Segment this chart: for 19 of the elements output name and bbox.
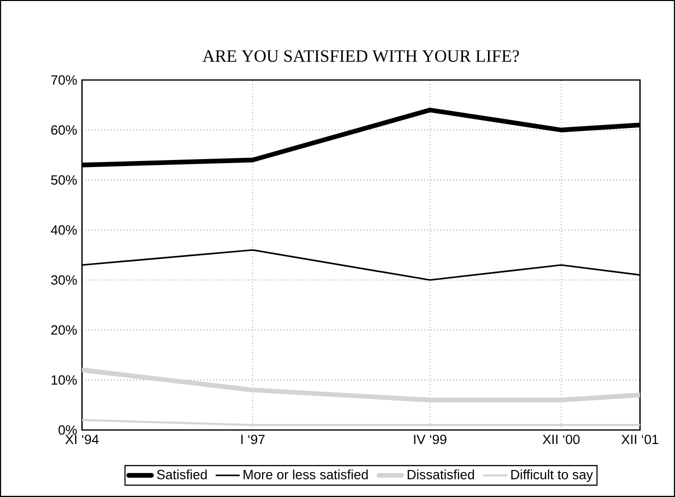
y-tick-label: 40% [50, 225, 77, 235]
legend-label: Difficult to say [511, 470, 593, 482]
y-tick-label: 70% [51, 75, 77, 85]
legend-label: More or less satisfied [244, 470, 368, 480]
x-tick-label: XII ‘00 [542, 434, 580, 444]
y-tick-label: 20% [51, 325, 77, 335]
x-tick-label: I ‘97 [241, 434, 265, 444]
legend-label: Dissatisfied [408, 470, 474, 480]
y-tick-label: 0% [58, 425, 77, 435]
line-series [82, 368, 640, 402]
y-tick-label: 10% [52, 375, 77, 385]
x-tick-label: IV ‘99 [414, 434, 446, 444]
y-tick-label: 60% [51, 125, 77, 135]
x-tick-label: XI ‘94 [65, 434, 99, 444]
chart-title: ARE YOU SATISFIED WITH YOUR LIFE? [202, 50, 519, 62]
y-tick-label: 50% [51, 175, 77, 185]
legend-label: Satisfied [157, 470, 207, 480]
x-tick-label: XII ‘01 [621, 434, 658, 444]
y-tick-label: 30% [51, 275, 77, 285]
